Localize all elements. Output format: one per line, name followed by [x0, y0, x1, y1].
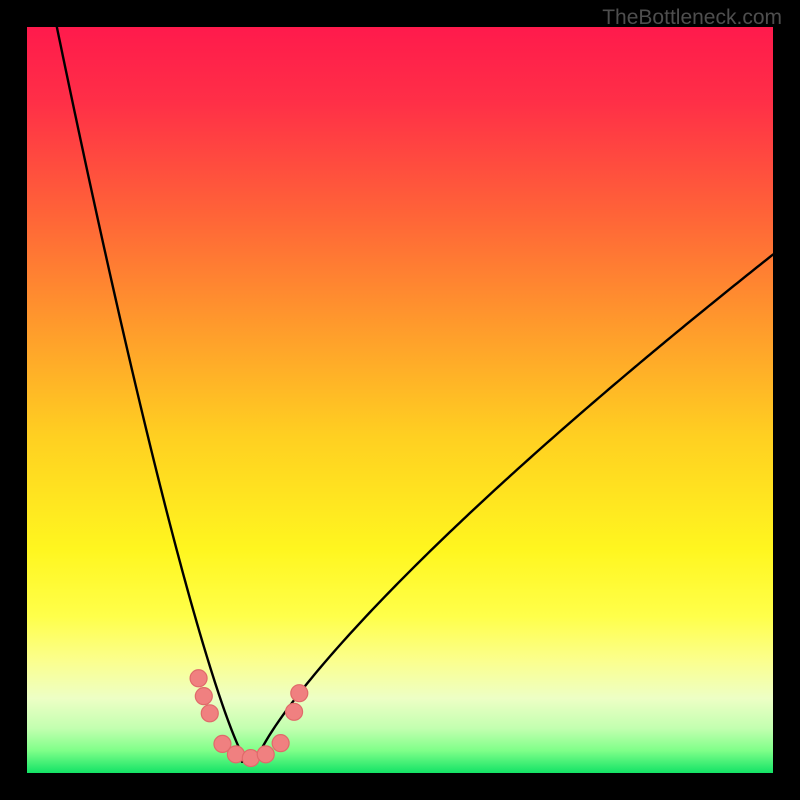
bottleneck-curve-chart	[0, 0, 800, 800]
watermark-text: TheBottleneck.com	[602, 6, 782, 30]
sample-dot	[195, 688, 212, 705]
sample-dot	[201, 705, 218, 722]
sample-dot	[286, 703, 303, 720]
sample-dot	[257, 746, 274, 763]
chart-container: TheBottleneck.com	[0, 0, 800, 800]
sample-dot	[272, 735, 289, 752]
sample-dot	[291, 685, 308, 702]
sample-dot	[190, 670, 207, 687]
sample-dot	[242, 750, 259, 767]
sample-dot	[227, 746, 244, 763]
